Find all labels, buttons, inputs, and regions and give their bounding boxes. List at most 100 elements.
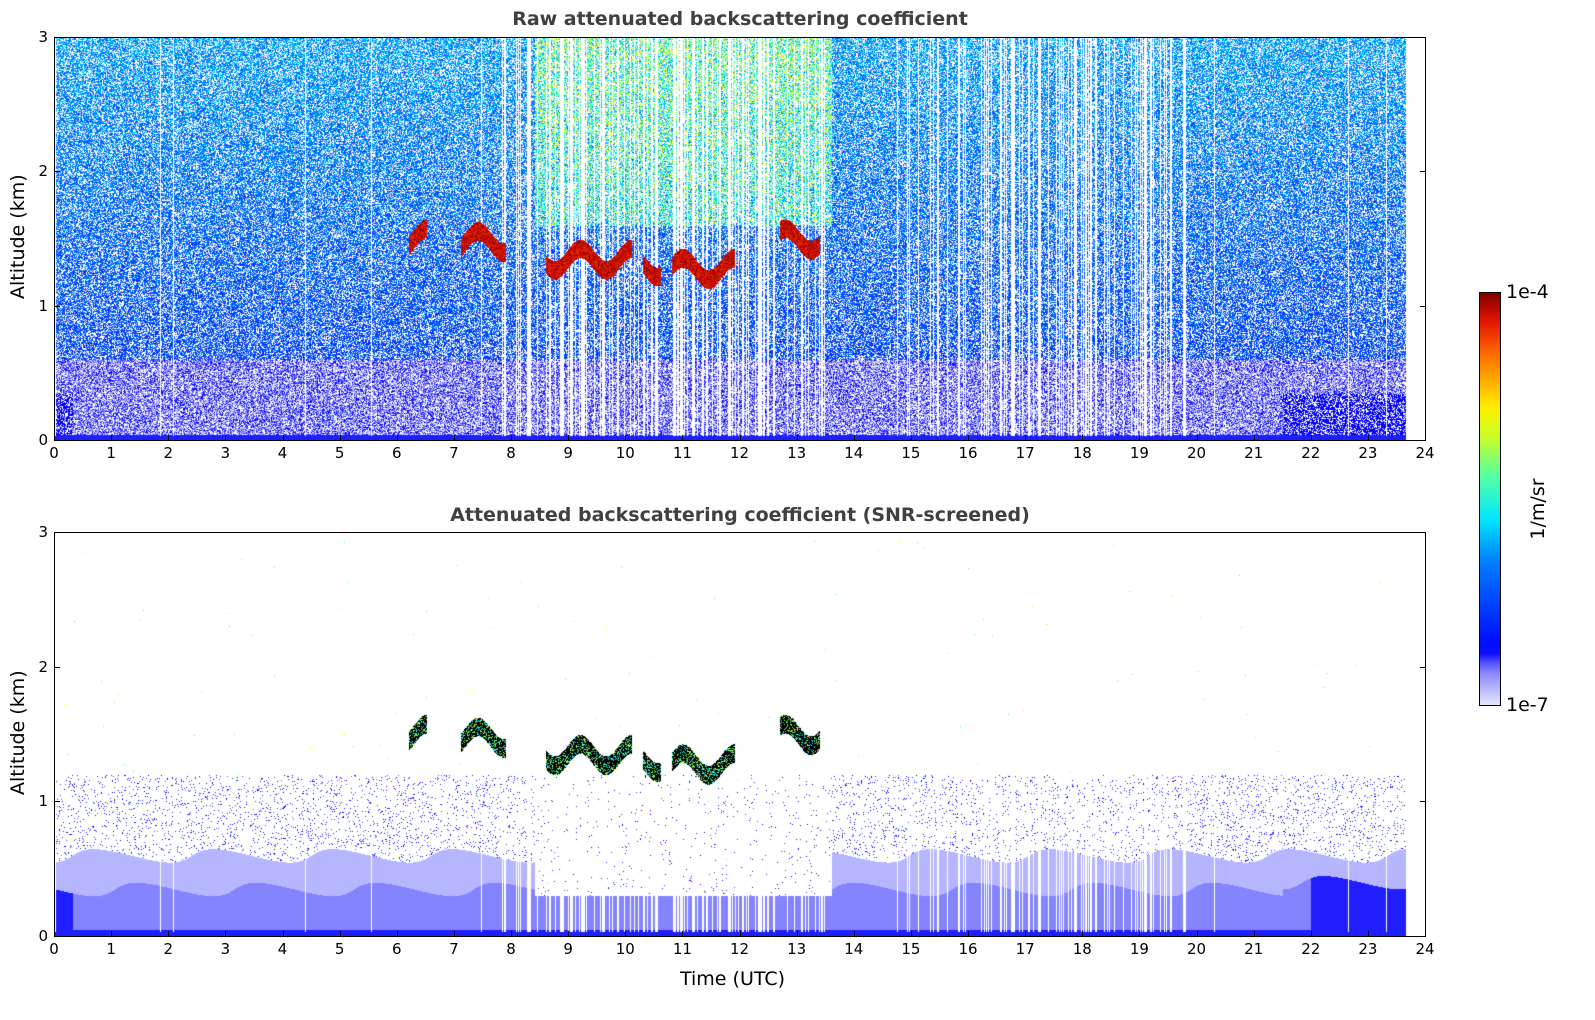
x-tick-mark xyxy=(1025,931,1027,937)
y-tick-mark xyxy=(1420,936,1426,937)
x-tick-label: 8 xyxy=(506,444,516,462)
y-tick-label: 3 xyxy=(38,523,48,541)
x-tick-label: 0 xyxy=(49,444,59,462)
x-tick-mark xyxy=(968,931,969,937)
x-tick-label: 2 xyxy=(163,444,174,462)
x-tick-mark xyxy=(796,931,798,937)
y-tick-label: 1 xyxy=(38,792,48,811)
x-tick-mark xyxy=(1253,931,1255,937)
y-tick-label: 3 xyxy=(38,28,48,46)
x-tick-label: 2 xyxy=(163,940,174,958)
x-tick-label: 6 xyxy=(391,940,402,958)
x-tick-label: 16 xyxy=(958,444,978,462)
x-tick-mark xyxy=(682,435,684,441)
x-tick-label: 18 xyxy=(1072,444,1092,462)
x-tick-label: 13 xyxy=(787,444,807,462)
x-tick-mark xyxy=(453,931,455,937)
x-tick-label: 4 xyxy=(277,444,288,462)
top-heatmap-image xyxy=(55,38,1425,440)
x-tick-mark xyxy=(568,931,570,937)
colorbar-min-label: 1e-7 xyxy=(1506,694,1549,716)
x-tick-mark xyxy=(396,931,398,937)
x-tick-label: 23 xyxy=(1358,444,1378,462)
x-tick-label: 24 xyxy=(1415,940,1435,958)
y-tick-mark xyxy=(54,666,60,668)
x-tick-mark xyxy=(739,931,741,937)
x-tick-mark xyxy=(168,931,170,937)
y-tick-mark xyxy=(1420,532,1426,533)
x-tick-mark xyxy=(282,435,284,441)
x-tick-label: 3 xyxy=(220,444,231,462)
x-tick-label: 15 xyxy=(901,444,921,462)
x-tick-mark xyxy=(1025,435,1027,441)
x-tick-label: 18 xyxy=(1072,940,1092,958)
x-tick-mark xyxy=(796,435,798,441)
x-tick-label: 19 xyxy=(1129,940,1149,958)
x-tick-label: 11 xyxy=(672,444,692,462)
y-tick-mark xyxy=(1420,171,1426,173)
x-tick-label: 19 xyxy=(1129,444,1149,462)
x-tick-mark xyxy=(339,435,341,441)
x-tick-mark xyxy=(1367,435,1369,441)
x-tick-mark xyxy=(111,435,113,441)
x-tick-mark xyxy=(282,931,284,937)
x-tick-label: 4 xyxy=(277,940,288,958)
x-tick-mark xyxy=(625,931,627,937)
x-tick-label: 20 xyxy=(1186,940,1207,958)
colorbar xyxy=(1479,292,1501,706)
y-tick-label: 2 xyxy=(38,162,48,181)
x-tick-mark xyxy=(168,435,170,441)
x-tick-mark xyxy=(739,435,741,441)
x-axis-label: Time (UTC) xyxy=(680,968,786,990)
x-tick-label: 14 xyxy=(844,444,864,462)
y-tick-mark xyxy=(54,171,60,173)
y-tick-label: 1 xyxy=(38,296,48,315)
x-tick-mark xyxy=(1425,931,1426,937)
x-tick-mark xyxy=(54,931,55,937)
x-tick-label: 21 xyxy=(1244,444,1264,462)
x-tick-mark xyxy=(853,435,855,441)
y-tick-mark xyxy=(1420,37,1426,38)
x-tick-label: 16 xyxy=(958,940,978,958)
x-tick-mark xyxy=(225,435,227,441)
x-tick-label: 7 xyxy=(449,444,459,462)
x-tick-label: 13 xyxy=(787,940,807,958)
x-tick-label: 12 xyxy=(729,444,750,462)
x-tick-mark xyxy=(511,931,512,937)
y-tick-mark xyxy=(54,305,60,307)
x-tick-label: 10 xyxy=(615,444,635,462)
x-tick-mark xyxy=(1425,435,1426,441)
x-tick-mark xyxy=(111,931,113,937)
x-tick-label: 5 xyxy=(334,940,345,958)
y-tick-mark xyxy=(1420,305,1426,307)
x-tick-label: 10 xyxy=(615,940,635,958)
x-tick-label: 23 xyxy=(1358,940,1378,958)
x-tick-mark xyxy=(1367,931,1369,937)
colorbar-label: 1/m/sr xyxy=(1527,478,1549,540)
x-tick-label: 17 xyxy=(1015,940,1035,958)
x-tick-mark xyxy=(568,435,570,441)
bottom-chart-title: Attenuated backscattering coefficient (S… xyxy=(450,504,1030,526)
x-tick-label: 20 xyxy=(1186,444,1207,462)
x-tick-mark xyxy=(968,435,969,441)
x-tick-mark xyxy=(1310,931,1312,937)
x-tick-mark xyxy=(910,931,912,937)
x-tick-mark xyxy=(1253,435,1255,441)
x-tick-mark xyxy=(54,435,55,441)
x-tick-label: 0 xyxy=(49,940,59,958)
top-y-axis-label: Altitude (km) xyxy=(7,174,29,299)
x-tick-label: 9 xyxy=(563,940,573,958)
x-tick-mark xyxy=(1196,931,1198,937)
x-tick-mark xyxy=(1139,435,1141,441)
x-tick-label: 1 xyxy=(106,444,116,462)
x-tick-label: 5 xyxy=(334,444,345,462)
x-tick-label: 3 xyxy=(220,940,231,958)
x-tick-label: 14 xyxy=(844,940,864,958)
y-tick-mark xyxy=(54,936,60,937)
x-tick-mark xyxy=(225,931,227,937)
x-tick-mark xyxy=(910,435,912,441)
bottom-y-axis-label: Altitude (km) xyxy=(7,670,29,795)
x-tick-label: 11 xyxy=(672,940,692,958)
y-tick-label: 0 xyxy=(38,431,48,449)
x-tick-mark xyxy=(396,435,398,441)
